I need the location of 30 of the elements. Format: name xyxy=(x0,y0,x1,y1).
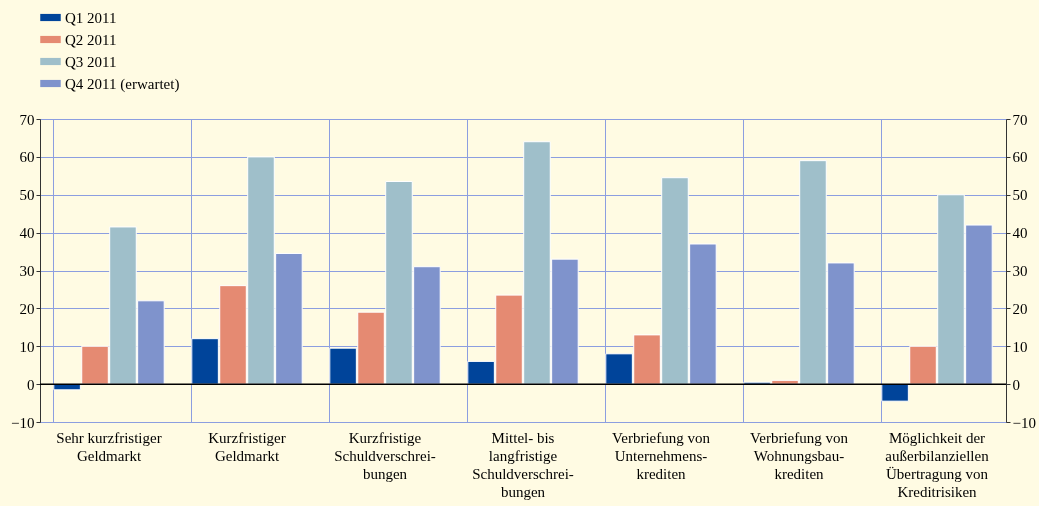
y-tick-label: −10 xyxy=(11,414,35,431)
legend-label: Q3 2011 xyxy=(65,53,117,70)
bar xyxy=(881,383,909,402)
y-tick-label: 10 xyxy=(19,338,35,355)
x-tick-label: Kurzfristiger Geldmarkt xyxy=(208,429,286,464)
y2-tick-label: 10 xyxy=(1012,338,1028,355)
y-tick-label: 30 xyxy=(19,263,35,279)
y2-tick-label: 20 xyxy=(1012,300,1028,317)
x-tick-label: Mittel- bis langfristige Schuldverschrei- bungen xyxy=(472,429,574,500)
y2-tick-label: 70 xyxy=(1012,111,1028,128)
y-tick-label: 50 xyxy=(19,187,35,204)
y2-tick-label: 60 xyxy=(1012,149,1028,166)
y-tick-label: 20 xyxy=(19,300,35,317)
y2-tick-label: −10 xyxy=(1012,414,1036,431)
legend-label: Q2 2011 xyxy=(65,31,117,48)
y2-tick-label: 30 xyxy=(1012,263,1028,279)
x-tick-label: Sehr kurzfristiger Geldmarkt xyxy=(56,429,162,464)
y2-tick-label: 40 xyxy=(1012,225,1028,242)
y-tick-label: 40 xyxy=(19,225,35,242)
x-tick-label: Kurzfristige Schuldverschrei- bungen xyxy=(334,429,436,482)
x-tick-label: Möglichkeit der außerbilanziellen Übertragung von Kreditrisiken xyxy=(885,429,990,500)
legend-label: Q4 2011 (erwartet) xyxy=(65,75,180,93)
y-tick-label: 60 xyxy=(19,149,35,166)
x-tick-label: Verbriefung von Wohnungsbau- krediten xyxy=(750,429,849,482)
y-tick-label: 0 xyxy=(27,376,35,393)
y-tick-label: 70 xyxy=(19,111,35,128)
x-tick-label: Verbriefung von Unternehmens- krediten xyxy=(612,429,711,482)
legend-label: Q1 2011 xyxy=(65,9,117,26)
y2-tick-label: 50 xyxy=(1012,187,1028,204)
y2-tick-label: 0 xyxy=(1012,376,1020,393)
